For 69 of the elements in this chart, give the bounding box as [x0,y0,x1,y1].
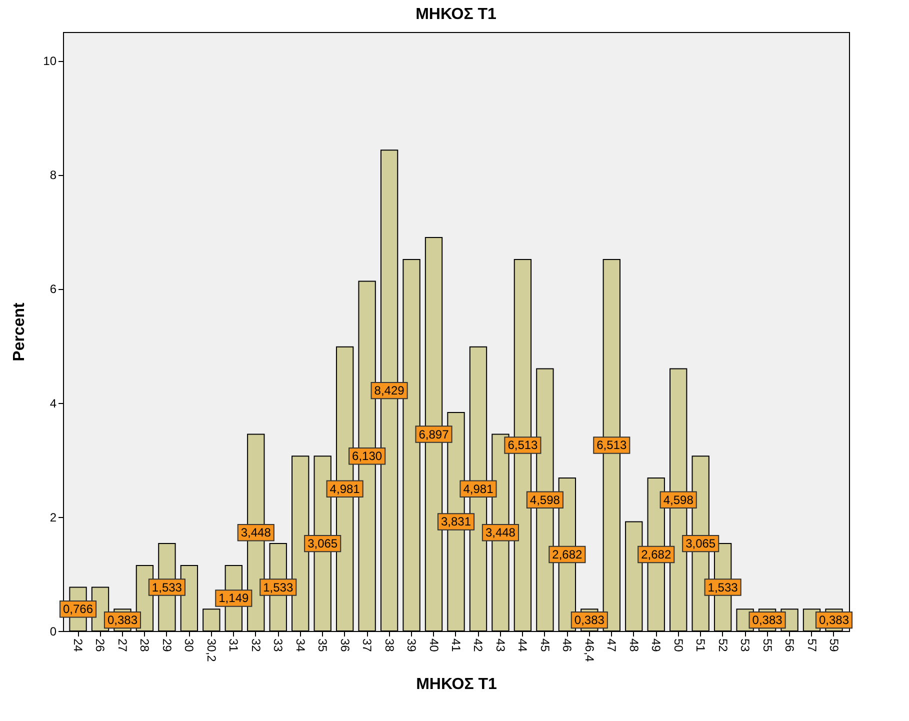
x-tick-label: 41 [449,638,463,652]
chart-title: ΜΗΚΟΣ Τ1 [416,6,497,23]
x-tick-label: 53 [738,638,752,652]
y-tick-label: 0 [50,624,57,638]
x-tick-label: 45 [538,638,552,652]
x-axis-title: ΜΗΚΟΣ Τ1 [416,676,498,693]
y-tick-label: 4 [50,396,57,410]
data-label: 1,149 [218,591,249,606]
x-tick-label: 44 [516,638,530,652]
x-tick-label: 42 [471,638,486,652]
x-tick-label: 38 [382,638,396,652]
data-label: 3,065 [686,536,716,551]
data-label: 6,513 [508,438,538,452]
x-tick-label: 56 [782,638,797,652]
x-tick-label: 49 [649,638,664,652]
x-tick-label: 57 [804,638,819,652]
data-label: 0,766 [62,602,94,616]
data-label: 6,897 [418,427,450,442]
y-tick-label: 8 [50,168,57,182]
data-label: 6,513 [596,438,627,452]
x-tick-label: 26 [93,638,108,652]
data-label: 1,533 [263,580,294,594]
x-tick-label: 32 [248,638,263,652]
x-tick-label: 52 [716,638,730,652]
data-label: 6,130 [352,449,382,464]
data-label: 2,682 [552,548,583,562]
x-tick-label: 33 [271,638,286,652]
x-tick-label: 51 [694,638,708,652]
x-tick-label: 29 [160,638,174,652]
x-tick-label: 50 [671,638,686,652]
x-tick-label: 59 [826,638,841,652]
y-axis-title: Percent [11,302,28,362]
x-tick-label: 28 [138,638,152,652]
data-label: 3,448 [485,526,516,540]
data-label: 1,533 [152,580,182,594]
x-tick-label: 36 [338,638,352,652]
data-label: 3,065 [308,536,338,551]
data-label: 4,598 [530,492,560,507]
y-tick-label: 6 [50,282,57,296]
y-tick-label: 10 [43,54,57,68]
data-label: 0,383 [107,613,138,628]
x-tick-label: 37 [360,638,374,652]
data-label: 0,383 [752,613,783,628]
x-tick-label: 47 [604,638,619,652]
x-tick-label: 39 [404,638,419,652]
x-tick-label: 48 [626,638,641,652]
x-tick-label: 27 [115,638,130,652]
x-tick-label: 34 [293,638,308,652]
x-tick-label: 46,4 [582,638,596,662]
x-tick-label: 35 [316,638,330,652]
data-label: 3,448 [240,526,272,540]
x-tick-label: 30 [182,638,196,652]
data-label: 4,981 [330,482,360,496]
data-label: 0,383 [574,613,605,628]
data-label: 2,682 [641,548,672,562]
x-tick-label: 30,2 [204,638,218,662]
x-tick-label: 24 [71,638,86,652]
data-label: 4,598 [663,492,694,507]
data-label: 1,533 [708,580,738,594]
x-tick-label: 40 [426,638,441,652]
x-tick-label: 43 [493,638,508,652]
data-label: 4,981 [463,482,494,496]
x-tick-label: 46 [560,638,574,652]
data-label: 3,831 [440,514,472,529]
x-tick-label: 55 [760,638,774,652]
x-tick-label: 31 [226,638,241,652]
data-label: 0,383 [818,613,850,628]
y-tick-label: 2 [50,510,57,524]
data-label: 8,429 [374,384,405,398]
